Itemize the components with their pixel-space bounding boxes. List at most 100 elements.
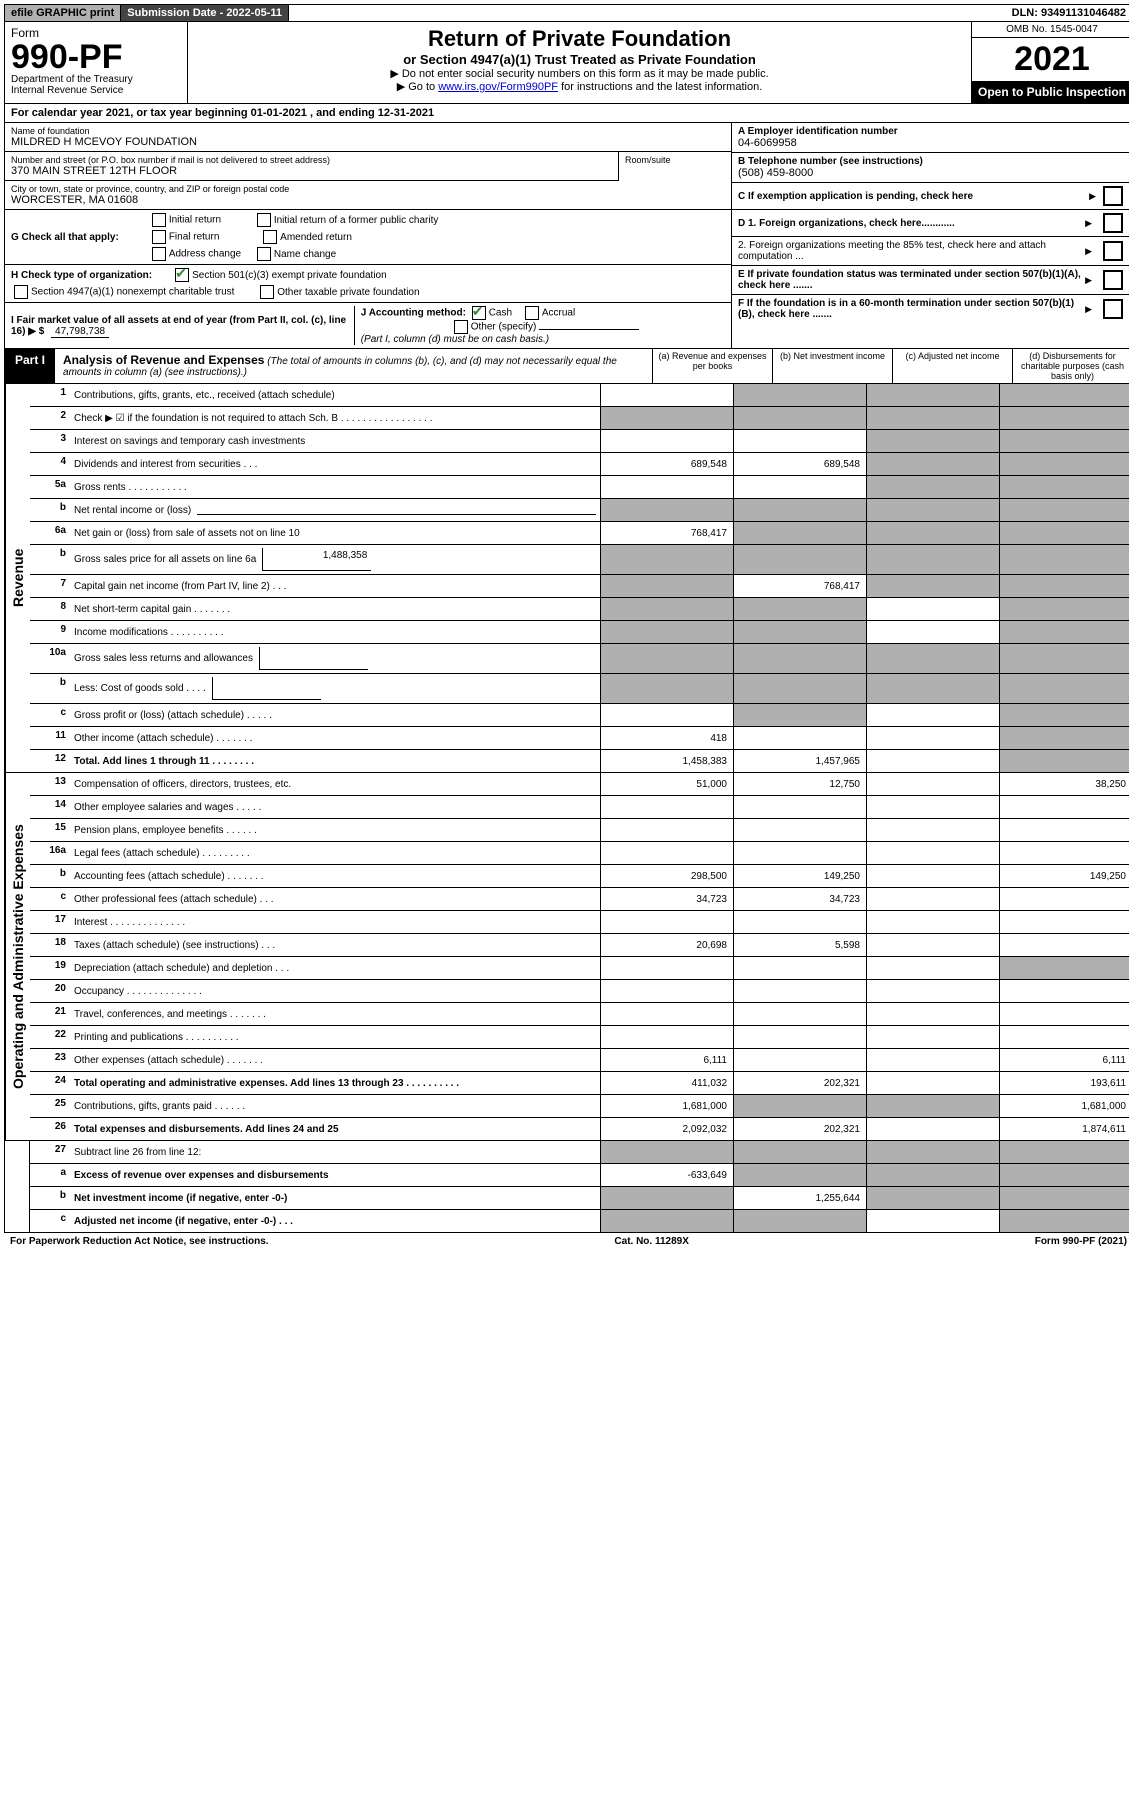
g-final-checkbox[interactable] (152, 230, 166, 244)
line-desc: Gross sales less returns and allowances (70, 644, 600, 673)
dept: Department of the Treasury (11, 74, 181, 85)
line-6a: 6aNet gain or (loss) from sale of assets… (30, 522, 1129, 545)
col-b (733, 407, 866, 429)
phone: (508) 459-8000 (738, 167, 1126, 179)
line-desc: Net rental income or (loss) (70, 499, 600, 521)
part1-header: Part I Analysis of Revenue and Expenses … (4, 349, 1129, 384)
note-link: ▶ Go to www.irs.gov/Form990PF for instru… (196, 80, 963, 93)
line-23: 23Other expenses (attach schedule) . . .… (30, 1049, 1129, 1072)
line-desc: Less: Cost of goods sold . . . . (70, 674, 600, 703)
c-checkbox[interactable] (1103, 186, 1123, 206)
g-address-checkbox[interactable] (152, 247, 166, 261)
identification-block: Name of foundation MILDRED H MCEVOY FOUN… (4, 123, 1129, 210)
opexp-strip: Operating and Administrative Expenses (5, 773, 30, 1140)
col-d (999, 1164, 1129, 1186)
col-c (866, 499, 999, 521)
col-c (866, 453, 999, 475)
inline-amount (212, 677, 321, 700)
line-desc: Contributions, gifts, grants paid . . . … (70, 1095, 600, 1117)
col-c (866, 1118, 999, 1140)
line-num: 20 (30, 980, 70, 1002)
part1-label: Part I (5, 349, 55, 383)
line-desc: Subtract line 26 from line 12: (70, 1141, 600, 1163)
col-c (866, 773, 999, 795)
col-a (600, 1141, 733, 1163)
line-desc: Gross profit or (loss) (attach schedule)… (70, 704, 600, 726)
col-c (866, 796, 999, 818)
line-desc: Other income (attach schedule) . . . . .… (70, 727, 600, 749)
irs: Internal Revenue Service (11, 85, 181, 96)
form-link[interactable]: www.irs.gov/Form990PF (438, 81, 558, 93)
j-other-checkbox[interactable] (454, 320, 468, 334)
top-bar: efile GRAPHIC print Submission Date - 20… (4, 4, 1129, 22)
line-num: 5a (30, 476, 70, 498)
col-b (733, 796, 866, 818)
e-checkbox[interactable] (1103, 270, 1123, 290)
col-a (600, 1003, 733, 1025)
col-d (999, 575, 1129, 597)
col-c (866, 522, 999, 544)
col-d (999, 384, 1129, 406)
col-b-header: (b) Net investment income (772, 349, 892, 383)
g-initial-former-checkbox[interactable] (257, 213, 271, 227)
col-d (999, 598, 1129, 620)
col-d (999, 704, 1129, 726)
col-d (999, 1187, 1129, 1209)
col-a (600, 674, 733, 703)
g-name-checkbox[interactable] (257, 247, 271, 261)
c-pending: C If exemption application is pending, c… (732, 183, 1129, 209)
arrow-icon (1089, 191, 1096, 202)
line-c: cGross profit or (loss) (attach schedule… (30, 704, 1129, 727)
f-checkbox[interactable] (1103, 299, 1123, 319)
line-num: 10a (30, 644, 70, 673)
line-c: cAdjusted net income (if negative, enter… (30, 1210, 1129, 1232)
line-num: 25 (30, 1095, 70, 1117)
g-initial-checkbox[interactable] (152, 213, 166, 227)
revenue-strip: Revenue (5, 384, 30, 772)
col-b (733, 704, 866, 726)
col-d (999, 1141, 1129, 1163)
col-c-header: (c) Adjusted net income (892, 349, 1012, 383)
col-c (866, 1072, 999, 1094)
col-a: -633,649 (600, 1164, 733, 1186)
col-b: 1,457,965 (733, 750, 866, 772)
g-amended-checkbox[interactable] (263, 230, 277, 244)
line-desc: Excess of revenue over expenses and disb… (70, 1164, 600, 1186)
col-c (866, 476, 999, 498)
line-num: b (30, 545, 70, 574)
j-accrual-checkbox[interactable] (525, 306, 539, 320)
col-c (866, 888, 999, 910)
open-public: Open to Public Inspection (972, 81, 1129, 103)
line-b: bAccounting fees (attach schedule) . . .… (30, 865, 1129, 888)
line-num: c (30, 704, 70, 726)
col-b: 1,255,644 (733, 1187, 866, 1209)
f-row: F If the foundation is in a 60-month ter… (732, 295, 1129, 323)
col-c (866, 674, 999, 703)
h-501c3-checkbox[interactable] (175, 268, 189, 282)
line-4: 4Dividends and interest from securities … (30, 453, 1129, 476)
line-num: c (30, 1210, 70, 1232)
line-num: 8 (30, 598, 70, 620)
line-num: b (30, 674, 70, 703)
line-desc: Other employee salaries and wages . . . … (70, 796, 600, 818)
line-num: 24 (30, 1072, 70, 1094)
col-c (866, 1026, 999, 1048)
d2-checkbox[interactable] (1103, 241, 1123, 261)
col-b (733, 598, 866, 620)
dln: DLN: 93491131046482 (1006, 5, 1129, 21)
j-cash-checkbox[interactable] (472, 306, 486, 320)
col-b (733, 1164, 866, 1186)
line-b: bNet rental income or (loss) (30, 499, 1129, 522)
col-c (866, 727, 999, 749)
col-b (733, 911, 866, 933)
d1-checkbox[interactable] (1103, 213, 1123, 233)
col-d (999, 674, 1129, 703)
col-b (733, 644, 866, 673)
col-d: 38,250 (999, 773, 1129, 795)
h-4947-checkbox[interactable] (14, 285, 28, 299)
note-ssn: ▶ Do not enter social security numbers o… (196, 67, 963, 80)
line-desc: Compensation of officers, directors, tru… (70, 773, 600, 795)
line-c: cOther professional fees (attach schedul… (30, 888, 1129, 911)
col-c (866, 430, 999, 452)
h-other-checkbox[interactable] (260, 285, 274, 299)
